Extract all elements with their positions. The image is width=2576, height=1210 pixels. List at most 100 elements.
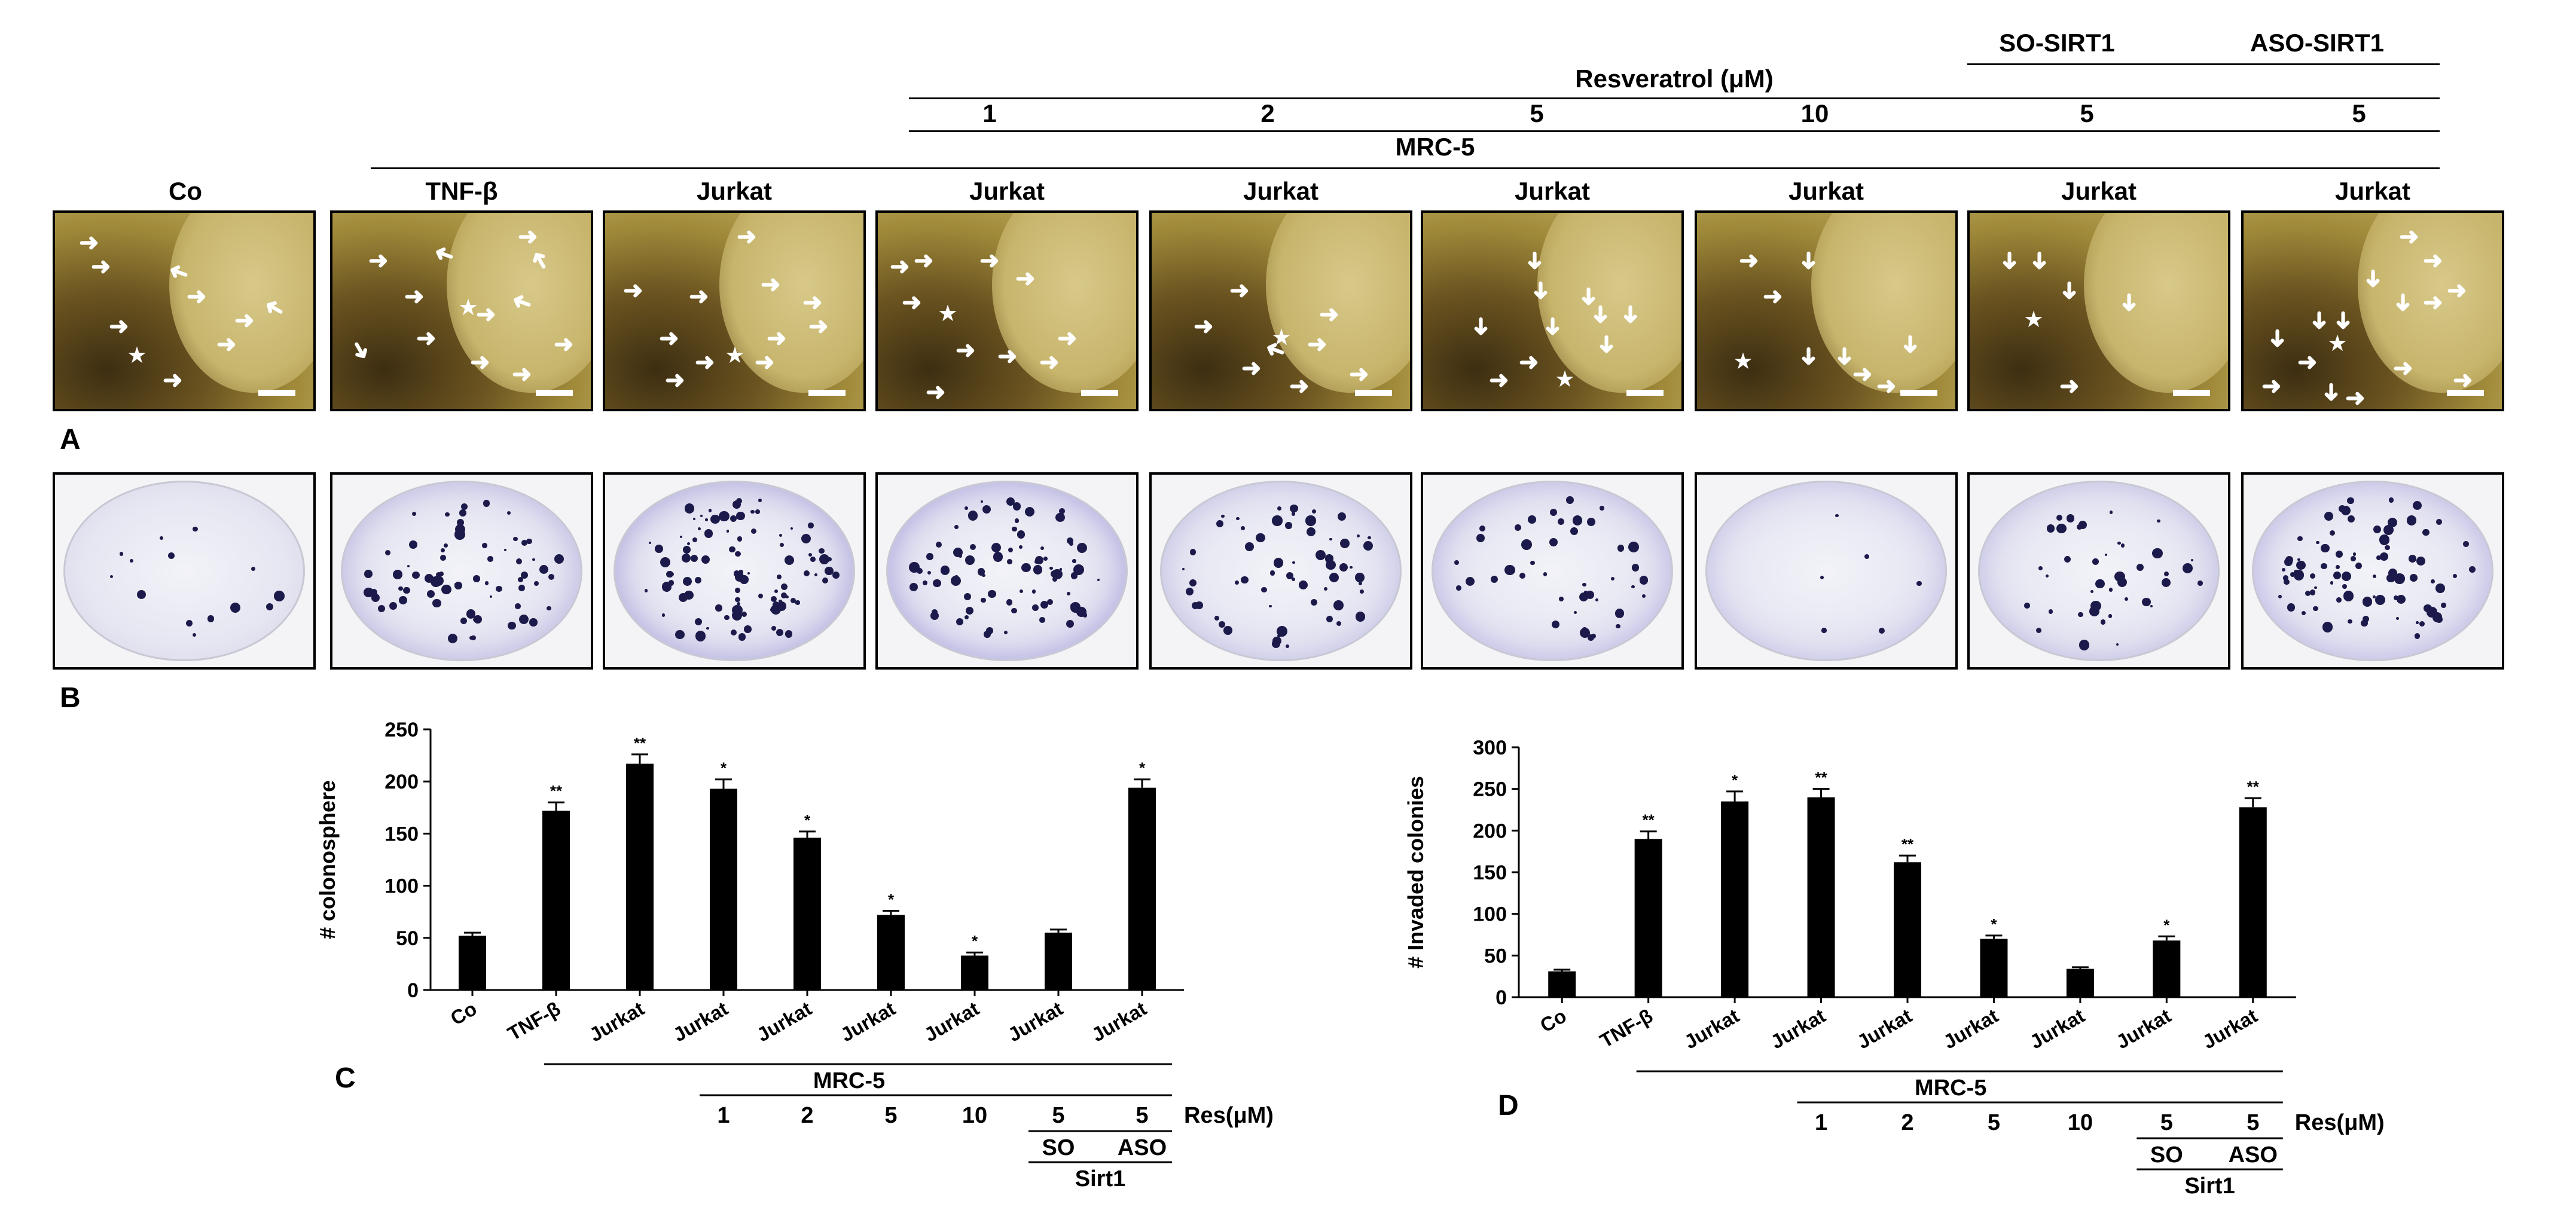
col-label-jurkat: Jurkat (696, 177, 773, 205)
white-arrow-icon: ➜ (1489, 367, 1509, 393)
colony-dot (832, 571, 840, 579)
colony-dot (935, 541, 942, 548)
colony-dot (1611, 577, 1615, 581)
colony-dot (1519, 572, 1526, 579)
colony-dot (1456, 585, 1461, 591)
colony-dot (2056, 524, 2067, 534)
colony-dot (460, 618, 468, 625)
colony-dot (2278, 594, 2282, 599)
colony-dot (779, 534, 782, 537)
footer-res-label: Res(μM) (2295, 1110, 2385, 1135)
white-arrow-icon: ➜ (1229, 277, 1250, 304)
colony-dot (1291, 577, 1295, 581)
colony-dot (2350, 556, 2356, 562)
colony-dot (2116, 643, 2119, 646)
colony-dot (687, 542, 691, 545)
y-tick-label: 50 (1484, 945, 1507, 967)
colony-dot (655, 544, 663, 553)
panel-label-b: B (60, 682, 81, 714)
bar (542, 811, 570, 990)
colony-dot (724, 615, 730, 621)
colony-dot (392, 570, 402, 580)
colony-dot (2355, 563, 2363, 570)
scale-bar (1355, 390, 1392, 396)
white-arrow-icon: ➜ (665, 367, 685, 393)
colony-dot (520, 572, 528, 579)
scale-bar (258, 390, 295, 396)
colony-dot (740, 575, 749, 584)
white-arrow-icon: ➜ (1587, 304, 1614, 325)
colony-dot (1642, 594, 1646, 598)
colony-dot (1067, 537, 1074, 545)
white-arrow-icon: ➜ (518, 224, 538, 250)
colony-dot (440, 548, 445, 553)
colony-dot (1616, 624, 1620, 629)
col-label-jurkat: Jurkat (1788, 177, 1864, 205)
colony-dot (554, 554, 564, 564)
colony-dot (1055, 512, 1065, 522)
colony-dot (940, 566, 950, 575)
colony-dot (731, 629, 737, 635)
footer-res-label: Res(μM) (1184, 1103, 1274, 1128)
colony-dot (444, 543, 448, 548)
colony-dot (1277, 506, 1281, 511)
colony-dot (1558, 518, 1565, 525)
colony-dot (1305, 515, 1316, 526)
footer-dose-label: 10 (962, 1103, 987, 1128)
colony-dot (1216, 520, 1224, 528)
petri-dish (2252, 481, 2493, 661)
colony-dot (487, 556, 493, 562)
colony-dot (719, 511, 730, 522)
colony-dot (398, 595, 407, 604)
colony-dot (1310, 599, 1318, 606)
white-arrow-icon: ➜ (1876, 373, 1897, 399)
colony-dot (425, 574, 434, 583)
y-tick-label: 100 (384, 875, 419, 898)
colony-dot (2329, 530, 2335, 536)
colony-dot (517, 577, 523, 583)
colony-dot (795, 600, 800, 605)
white-arrow-icon: ➜ (1575, 286, 1602, 307)
white-arrow-icon: ➜ (695, 349, 715, 375)
white-arrow-icon: ➜ (997, 343, 1018, 369)
colony-dot (2089, 606, 2099, 616)
bar (1128, 787, 1156, 990)
colony-plate-panel (1695, 472, 1958, 670)
colony-dot (648, 541, 651, 544)
header-so-sirt1: SO-SIRT1 (1999, 29, 2115, 57)
y-tick-label: 250 (1473, 778, 1507, 801)
colony-dot (2077, 524, 2083, 530)
white-arrow-icon: ➜ (2423, 248, 2443, 274)
colony-dot (675, 630, 685, 639)
micrograph-panel: ➜ ➜ ➜ ➜ ➜ ➜ ➜ ➜ ➜ ➜ ★ (875, 210, 1139, 411)
white-arrow-icon: ➜ (1795, 250, 1822, 271)
bar (1548, 971, 1576, 997)
colony-dot (2388, 497, 2394, 503)
colony-dot (1097, 578, 1100, 581)
colony-dot (726, 530, 730, 533)
white-arrow-icon: ➜ (761, 271, 781, 298)
colony-dot (407, 564, 410, 567)
significance-marker: * (2163, 916, 2170, 934)
white-arrow-icon: ➜ (1763, 283, 1783, 310)
colony-dot (457, 519, 464, 526)
colony-plate-panel (53, 472, 316, 670)
colony-dot (1617, 545, 1625, 552)
petri-dish (63, 481, 305, 661)
white-arrow-icon: ➜ (79, 230, 99, 256)
colony-dot (2435, 615, 2443, 623)
white-arrow-icon: ➜ (1617, 304, 1644, 325)
colony-dot (2301, 610, 2306, 616)
significance-marker: * (1732, 771, 1738, 789)
colony-dot (730, 515, 737, 522)
colony-dot (461, 503, 468, 511)
colony-dot (955, 575, 958, 578)
white-arrow-icon: ➜ (2116, 292, 2142, 313)
bar (1045, 933, 1072, 990)
footer-dose-label: 2 (1901, 1110, 1913, 1135)
colony-dot (1587, 518, 1596, 527)
colony-dot (192, 632, 196, 637)
colony-dot (660, 557, 671, 567)
colony-dot (2341, 571, 2352, 582)
y-tick-label: 200 (384, 771, 419, 793)
